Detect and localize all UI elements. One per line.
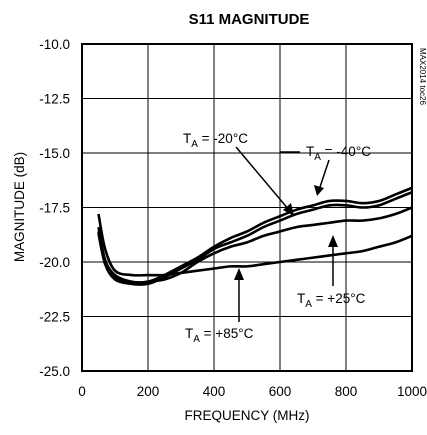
- annotation-label-plus25: TA = +25°C: [297, 291, 366, 310]
- x-tick-label: 400: [203, 384, 226, 399]
- annotation-arrows: [234, 146, 338, 322]
- chart-title: S11 MAGNITUDE: [189, 11, 310, 28]
- plot-frame: [81, 43, 413, 372]
- series-line-0: [97, 186, 413, 284]
- y-tick-label: -10.0: [39, 37, 70, 52]
- annotation-label-plus85: TA = +85°C: [185, 326, 254, 345]
- x-tick-label: 800: [335, 384, 358, 399]
- y-tick-label: -22.5: [39, 310, 70, 325]
- y-tick-label: -12.5: [39, 92, 70, 107]
- x-tick-label: 200: [137, 384, 160, 399]
- arrow-minus40: [319, 159, 330, 188]
- series-line-2: [97, 206, 413, 286]
- x-axis-label: FREQUENCY (MHz): [184, 408, 309, 423]
- series-lines: [97, 186, 413, 286]
- y-tick-label: -15.0: [39, 146, 70, 161]
- y-tick-label: -25.0: [39, 364, 70, 379]
- arrow-head-minus20: [283, 203, 294, 216]
- y-tick-labels: -10.0 -12.5 -15.0 -17.5 -20.0 -22.5 -25.0: [39, 37, 70, 379]
- arrow-minus20: [235, 146, 290, 211]
- x-tick-label: 0: [78, 384, 86, 399]
- series-line-3: [97, 213, 413, 277]
- annotation-label-minus20: TA = -20°C: [183, 131, 248, 150]
- annotation-label-minus40: TA = -40°C: [306, 144, 371, 163]
- x-tick-labels: 0 200 400 600 800 1000: [78, 384, 427, 399]
- arrow-head-plus85: [234, 268, 244, 280]
- y-tick-label: -17.5: [39, 201, 70, 216]
- figure-code: MAX2014 toc26: [418, 48, 427, 105]
- arrow-head-plus25: [328, 235, 338, 247]
- x-tick-label: 600: [269, 384, 292, 399]
- arrow-head-minus40: [314, 185, 324, 196]
- x-tick-label: 1000: [397, 384, 427, 399]
- y-tick-label: -20.0: [39, 255, 70, 270]
- y-axis-label: MAGNITUDE (dB): [12, 152, 27, 262]
